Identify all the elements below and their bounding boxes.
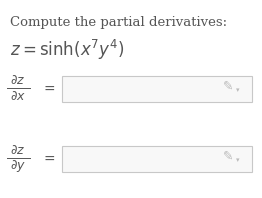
Text: $\partial y$: $\partial y$ xyxy=(10,158,26,174)
FancyBboxPatch shape xyxy=(62,76,252,102)
Text: $=$: $=$ xyxy=(41,81,56,95)
Text: ✎: ✎ xyxy=(223,80,233,92)
Text: $z = \sinh(x^7 y^4)$: $z = \sinh(x^7 y^4)$ xyxy=(10,38,124,62)
FancyBboxPatch shape xyxy=(62,146,252,172)
Text: ▾: ▾ xyxy=(236,87,240,93)
Text: ▾: ▾ xyxy=(236,157,240,163)
Text: $=$: $=$ xyxy=(41,151,56,165)
Text: $\partial x$: $\partial x$ xyxy=(10,89,26,103)
Text: $\partial z$: $\partial z$ xyxy=(10,74,26,88)
Text: ✎: ✎ xyxy=(223,149,233,163)
Text: Compute the partial derivatives:: Compute the partial derivatives: xyxy=(10,16,227,29)
Text: $\partial z$: $\partial z$ xyxy=(10,145,26,157)
